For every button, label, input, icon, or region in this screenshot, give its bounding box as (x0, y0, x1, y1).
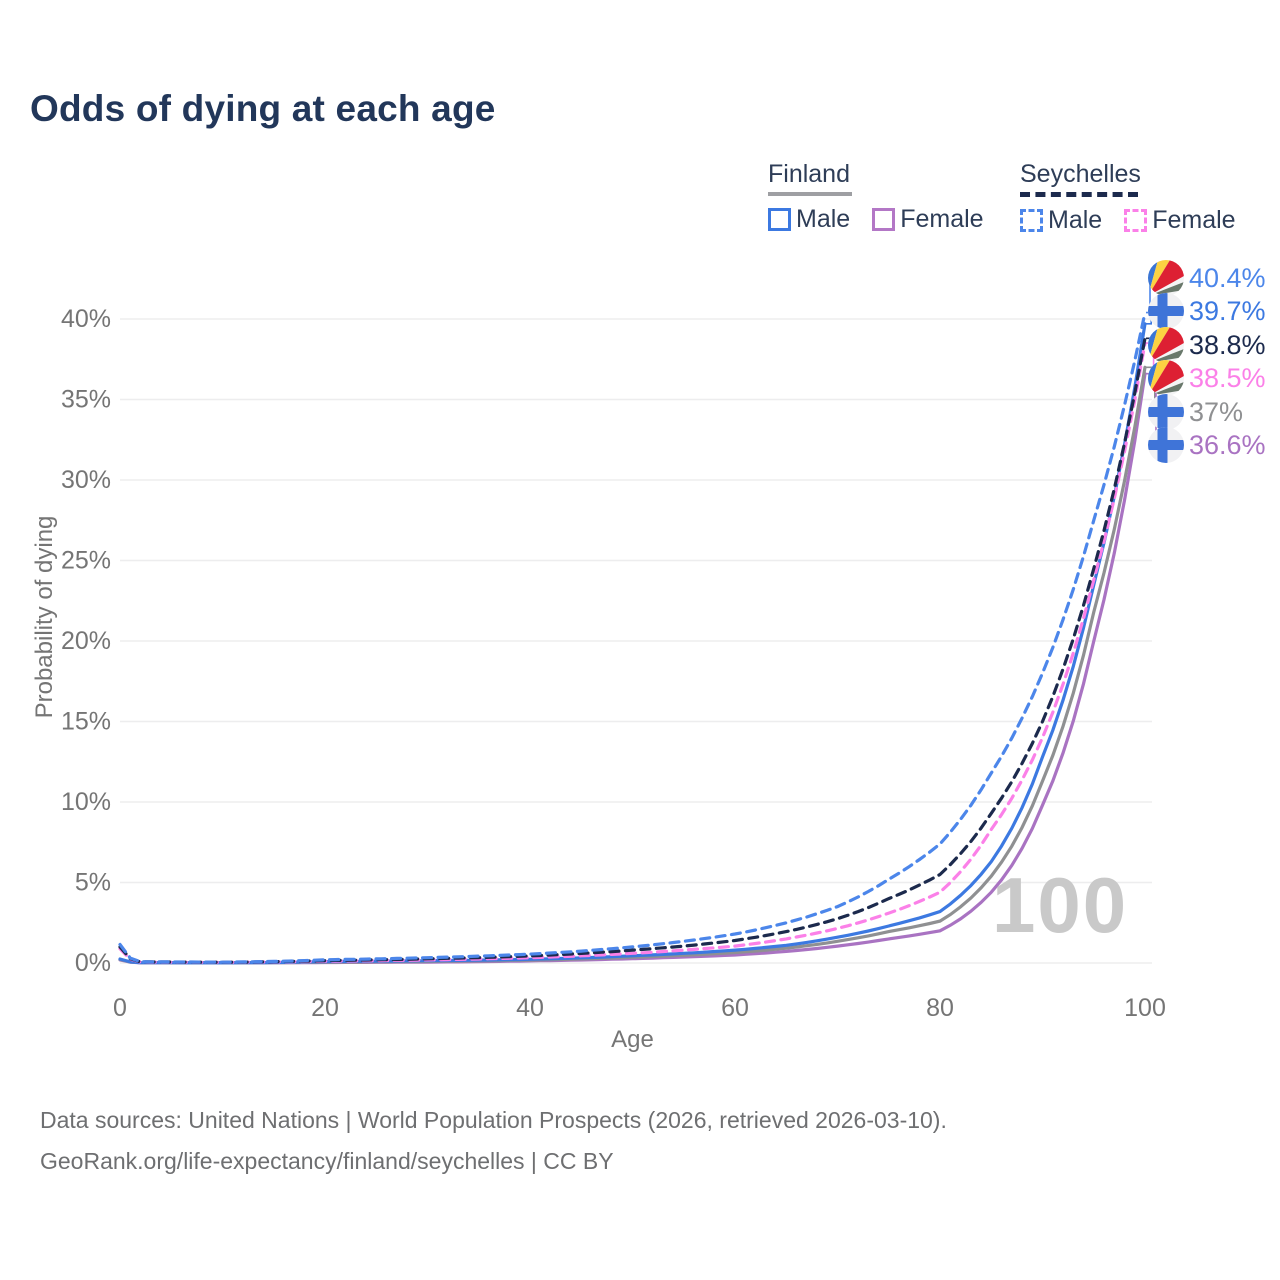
seychelles-flag-icon (1148, 360, 1184, 396)
legend-label-seychelles-female[interactable]: Female (1152, 206, 1236, 234)
legend-swatch-finland-female[interactable] (872, 208, 896, 231)
end-label-value: 36.6% (1189, 429, 1266, 460)
x-tick-label: 80 (926, 994, 954, 1022)
footer: Data sources: United Nations | World Pop… (40, 1100, 947, 1182)
end-label-value: 40.4% (1189, 262, 1266, 293)
footer-sources: Data sources: United Nations | World Pop… (40, 1107, 947, 1133)
y-tick-label: 30% (61, 466, 111, 494)
legend-swatch-seychelles-male[interactable] (1020, 209, 1043, 232)
legend-label-finland-male[interactable]: Male (796, 205, 851, 233)
series-line-seychelles-male (118, 311, 1147, 964)
x-axis-title: Age (611, 1026, 654, 1053)
y-tick-label: 20% (61, 627, 111, 655)
end-label-seychelles: 38.8% (1148, 326, 1266, 364)
y-tick-label: 25% (61, 547, 111, 575)
footer-attribution: GeoRank.org/life-expectancy/finland/seyc… (40, 1148, 614, 1174)
end-label-finland: 37% (1148, 393, 1243, 431)
finland-flag-icon (1148, 394, 1184, 430)
legend-swatch-finland-male[interactable] (768, 208, 791, 231)
x-tick-label: 40 (516, 994, 544, 1022)
legend-swatch-seychelles-female[interactable] (1124, 209, 1148, 232)
end-label-value: 37% (1189, 396, 1244, 427)
x-tick-label: 100 (1124, 994, 1166, 1022)
y-tick-label: 40% (61, 305, 111, 333)
finland-flag-icon (1148, 293, 1184, 329)
legend-group-seychelles: Seychelles Male Female (1020, 160, 1258, 235)
y-tick-label: 5% (75, 869, 111, 897)
y-tick-label: 10% (61, 788, 111, 816)
end-label-value: 39.7% (1189, 295, 1266, 326)
end-label-finland-male: 39.7% (1148, 292, 1266, 330)
x-tick-label: 20 (311, 994, 339, 1022)
x-tick-label: 0 (113, 994, 127, 1022)
end-label-seychelles-female: 38.5% (1148, 359, 1266, 397)
seychelles-flag-icon (1148, 260, 1184, 296)
finland-flag-icon (1148, 427, 1184, 463)
y-tick-label: 0% (75, 949, 111, 977)
legend-title-seychelles: Seychelles (1020, 160, 1141, 188)
x-tick-label: 60 (721, 994, 749, 1022)
end-label-finland-female: 36.6% (1148, 426, 1266, 464)
legend-group-finland: Finland Male Female (768, 160, 1006, 234)
seychelles-flag-icon (1148, 327, 1184, 363)
y-tick-label: 15% (61, 708, 111, 736)
y-axis-title: Probability of dying (31, 515, 58, 719)
finland-solid-line-sample (768, 192, 852, 196)
page-title: Odds of dying at each age (30, 88, 496, 129)
seychelles-dashed-line-sample (1020, 192, 1138, 197)
age-watermark: 100 (992, 861, 1129, 949)
legend-label-finland-female[interactable]: Female (900, 205, 984, 233)
legend-title-finland: Finland (768, 160, 850, 188)
y-tick-label: 35% (61, 386, 111, 414)
end-label-value: 38.5% (1189, 362, 1266, 393)
legend-label-seychelles-male[interactable]: Male (1048, 206, 1103, 234)
end-label-value: 38.8% (1189, 329, 1266, 360)
end-label-seychelles-male: 40.4% (1148, 259, 1266, 297)
